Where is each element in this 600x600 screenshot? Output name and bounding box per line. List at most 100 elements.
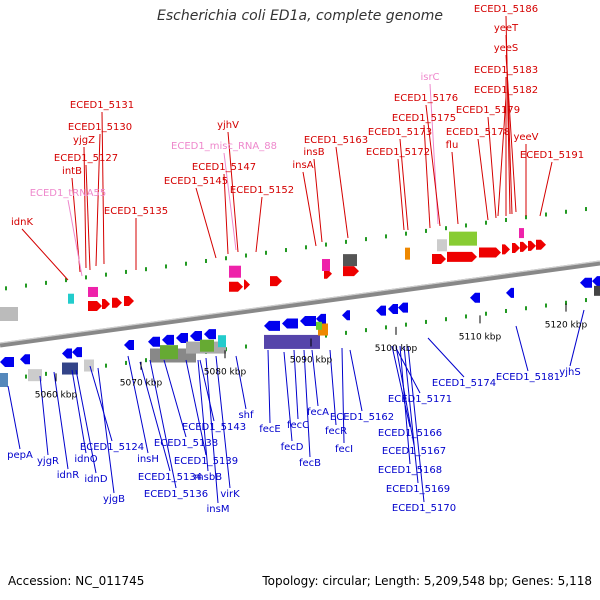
kbp-label: 5070 kbp — [120, 379, 163, 389]
feature-label: ECED1_5134 — [138, 472, 202, 483]
tick-mark — [85, 275, 87, 280]
tick-mark — [465, 314, 467, 319]
leader-line — [83, 146, 87, 269]
tick-mark — [525, 215, 527, 220]
reverse-gene-arrow — [282, 318, 298, 329]
feature-block — [218, 335, 226, 348]
feature-block — [62, 362, 78, 375]
leader-line — [311, 349, 319, 407]
feature-label: ECED1_5166 — [378, 428, 442, 439]
feature-label: idnR — [57, 470, 79, 481]
leader-line — [7, 385, 21, 450]
leader-line — [341, 347, 345, 444]
forward-gene-arrow — [88, 300, 102, 311]
feature-label: ECED1_5143 — [182, 422, 246, 433]
leader-line — [199, 359, 215, 422]
leader-line — [515, 325, 529, 372]
tick-mark — [385, 325, 387, 330]
leader-line — [97, 367, 115, 494]
leader-line — [313, 158, 323, 243]
leader-line — [223, 173, 229, 255]
feature-label: ECED1_5145 — [164, 176, 228, 187]
feature-label: ECED1_5179 — [456, 105, 520, 116]
feature-label: ECED1_5168 — [378, 465, 442, 476]
leader-line — [349, 349, 363, 412]
leader-line — [403, 345, 419, 484]
feature-label: ECED1_5181 — [496, 372, 560, 383]
feature-label: ECED1_5162 — [330, 412, 394, 423]
leader-line — [427, 337, 465, 378]
tick-mark — [585, 207, 587, 212]
feature-label: virK — [220, 489, 240, 500]
feature-label: ECED1_5169 — [386, 484, 450, 495]
feature-label: ECED1_5171 — [388, 394, 452, 405]
reverse-gene-arrow — [376, 305, 386, 316]
tick-mark — [45, 280, 47, 285]
leader-line — [487, 116, 497, 219]
forward-gene-arrow — [447, 251, 477, 262]
ticks-upper — [5, 207, 587, 291]
leader-line — [185, 359, 207, 456]
rna-feature — [68, 293, 74, 304]
feature-label: yeeS — [494, 43, 519, 54]
feature-label: ECED1_5138 — [154, 438, 218, 449]
tick-mark — [445, 317, 447, 322]
kbp-label: 5100 kbp — [375, 344, 418, 354]
feature-label: ECED1_misc_RNA_88 — [171, 141, 277, 152]
reverse-gene-arrow — [342, 310, 350, 321]
tick-mark — [505, 217, 507, 222]
leader-line — [205, 357, 219, 504]
leader-line — [539, 161, 553, 217]
feature-block — [28, 369, 42, 382]
feature-label: ECED1_5191 — [520, 150, 584, 161]
leader-line — [223, 152, 237, 251]
tick-mark — [125, 360, 127, 365]
feature-block — [200, 339, 214, 352]
feature-label: fecC — [287, 420, 309, 431]
tick-mark — [505, 308, 507, 313]
kbp-label: 5120 kbp — [545, 321, 588, 331]
tick-mark — [405, 231, 407, 236]
reverse-gene-arrow — [388, 303, 398, 314]
feature-label: isrC — [420, 72, 439, 83]
reverse-gene-arrow — [148, 336, 160, 347]
forward-gene-arrow — [229, 281, 243, 292]
leader-line — [451, 151, 459, 225]
tick-mark — [25, 374, 27, 379]
kbp-label: 5110 kbp — [459, 332, 502, 342]
forward-gene-arrow — [502, 244, 510, 255]
feature-block — [594, 285, 600, 296]
leader-line — [163, 359, 187, 438]
label-leaders — [7, 15, 585, 504]
feature-label: fecI — [335, 444, 353, 455]
tick-mark — [45, 371, 47, 376]
leader-line — [21, 228, 69, 281]
feature-label: yeeT — [494, 23, 519, 34]
feature-label: ECED1_5152 — [230, 185, 294, 196]
mobile-element — [405, 247, 410, 260]
tick-mark — [325, 242, 327, 247]
forward-gene-arrow — [520, 241, 528, 252]
forward-gene-arrow — [479, 247, 501, 258]
reverse-gene-arrow — [20, 354, 30, 365]
leader-line — [505, 54, 517, 213]
feature-label: ECED1_5172 — [366, 147, 430, 158]
feature-label: fecD — [281, 442, 304, 453]
tick-mark — [205, 258, 207, 263]
feature-label: ECED1_5178 — [446, 127, 510, 138]
leader-line — [569, 309, 585, 367]
tick-mark — [565, 209, 567, 214]
rna-feature — [519, 228, 524, 239]
features — [0, 228, 600, 387]
feature-label: ECED1_5124 — [80, 442, 144, 453]
feature-label: fecB — [299, 458, 321, 469]
rna-feature — [229, 265, 241, 278]
feature-block — [0, 307, 18, 321]
leader-line — [127, 355, 149, 454]
tick-mark — [65, 278, 67, 283]
leader-line — [197, 359, 209, 472]
accession-text: Accession: NC_011745 — [8, 574, 145, 588]
forward-gene-arrow — [244, 279, 250, 290]
tick-mark — [105, 272, 107, 277]
